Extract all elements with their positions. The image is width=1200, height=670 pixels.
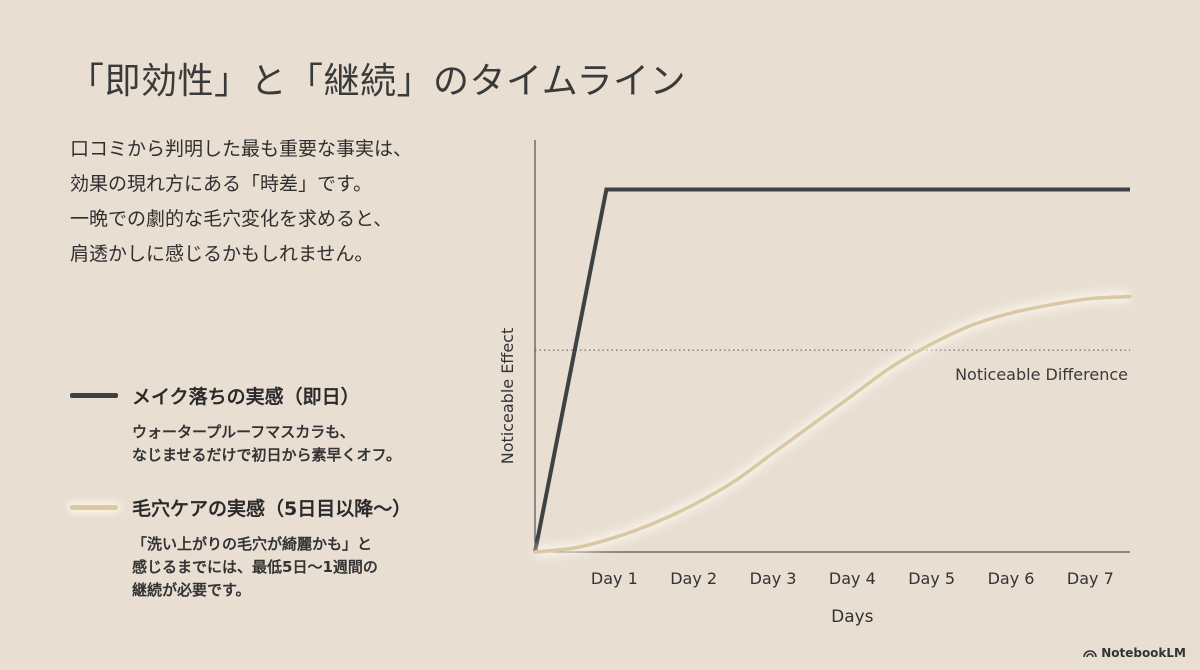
legend-item-pore: 毛穴ケアの実感（5日目以降〜） 「洗い上がりの毛穴が綺麗かも」と 感じるまでには… <box>70 494 490 602</box>
legend-swatch-pore <box>70 505 118 510</box>
x-tick-label: Day 4 <box>829 569 876 588</box>
x-tick-label: Day 1 <box>591 569 638 588</box>
notebooklm-icon <box>1083 650 1097 658</box>
legend-item-makeup: メイク落ちの実感（即日） ウォータープルーフマスカラも、 なじませるだけで初日か… <box>70 382 490 467</box>
brand-logo: NotebookLM <box>1083 646 1186 660</box>
series-line-makeup <box>533 187 1130 553</box>
intro-line: 一晩での劇的な毛穴変化を求めると、 <box>70 208 393 230</box>
legend-label-makeup: メイク落ちの実感（即日） <box>132 386 360 408</box>
x-tick-label: Day 7 <box>1067 569 1114 588</box>
legend-desc-line: 継続が必要です。 <box>132 581 251 599</box>
legend-desc-makeup: ウォータープルーフマスカラも、 なじませるだけで初日から素早くオフ。 <box>132 421 490 467</box>
x-axis-label: Days <box>831 607 874 627</box>
threshold-label: Noticeable Difference <box>955 365 1128 384</box>
page-title: 「即効性」と「継続」のタイムライン <box>68 61 686 102</box>
legend-desc-line: ウォータープルーフマスカラも、 <box>132 423 355 441</box>
intro-line: 口コミから判明した最も重要な事実は、 <box>70 138 413 160</box>
legend-label-pore: 毛穴ケアの実感（5日目以降〜） <box>132 498 412 520</box>
x-tick-label: Day 3 <box>750 569 797 588</box>
x-tick-label: Day 5 <box>908 569 955 588</box>
intro-line: 効果の現れ方にある「時差」です。 <box>70 173 373 195</box>
intro-text: 口コミから判明した最も重要な事実は、 効果の現れ方にある「時差」です。 一晩での… <box>70 132 490 272</box>
x-tick-label: Day 6 <box>988 569 1035 588</box>
intro-line: 肩透かしに感じるかもしれません。 <box>70 243 374 265</box>
series-line-pore <box>533 294 1132 554</box>
legend-desc-line: 感じるまでには、最低5日〜1週間の <box>132 558 378 576</box>
legend-swatch-makeup <box>70 393 118 398</box>
y-axis-label: Noticeable Effect <box>498 328 517 465</box>
brand-name: NotebookLM <box>1101 646 1186 660</box>
legend-desc-line: なじませるだけで初日から素早くオフ。 <box>132 446 401 464</box>
legend-desc-pore: 「洗い上がりの毛穴が綺麗かも」と 感じるまでには、最低5日〜1週間の 継続が必要… <box>132 533 490 602</box>
x-tick-label: Day 2 <box>670 569 717 588</box>
series-pore-glow <box>534 291 1131 557</box>
legend-desc-line: 「洗い上がりの毛穴が綺麗かも」と <box>132 535 373 553</box>
